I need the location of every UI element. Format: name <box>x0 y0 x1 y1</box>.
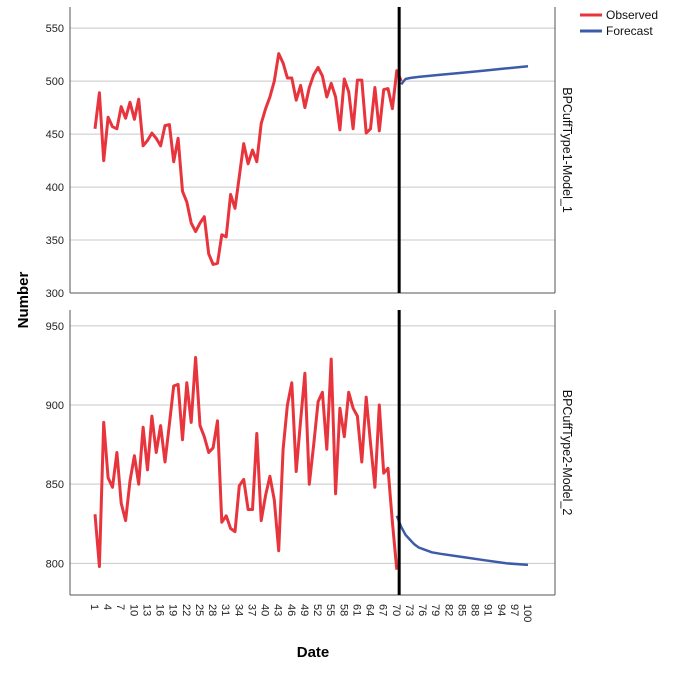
x-tick-label: 100 <box>521 604 533 622</box>
x-tick-label: 91 <box>482 604 494 616</box>
x-tick-label: 46 <box>285 604 297 616</box>
observed-series-line <box>93 356 399 570</box>
x-tick-label: 22 <box>180 604 192 616</box>
x-tick-label: 73 <box>403 604 415 616</box>
x-tick-label: 85 <box>455 604 467 616</box>
panel-bpcufftype2: 800 850 900 950 BPCuffType2-Model_2 <box>46 310 574 596</box>
x-tick-label: 7 <box>114 604 126 610</box>
x-tick-label: 67 <box>377 604 389 616</box>
legend-label: Forecast <box>606 24 653 38</box>
x-tick-label: 31 <box>219 604 231 616</box>
panel-bpcufftype1: 300 350 400 450 500 550 BPCuffType1-Model_1 <box>46 7 574 300</box>
forecast-series-line <box>400 65 529 86</box>
x-tick-label: 37 <box>246 604 258 616</box>
forecast-series-line <box>395 515 529 567</box>
x-tick-label: 19 <box>167 604 179 616</box>
x-tick-label: 70 <box>390 604 402 616</box>
x-tick-label: 61 <box>350 604 362 616</box>
observed-series-line <box>93 52 403 266</box>
x-tick-label: 94 <box>495 604 507 616</box>
x-axis: 1 4 7 10 13 16 19 22 25 28 31 34 37 40 43 46 49 52 55 58 61 6… <box>88 604 533 622</box>
y-tick-label: 800 <box>46 558 64 570</box>
panel-label: BPCuffType1-Model_1 <box>560 87 574 213</box>
y-axis-title: Number <box>15 272 32 329</box>
y-tick-label: 850 <box>46 479 64 491</box>
x-tick-label: 28 <box>206 604 218 616</box>
x-tick-label: 16 <box>154 604 166 616</box>
legend: Observed Forecast <box>580 8 658 38</box>
y-tick-label: 950 <box>46 321 64 333</box>
x-tick-label: 88 <box>469 604 481 616</box>
legend-label: Observed <box>606 8 658 22</box>
x-tick-label: 76 <box>416 604 428 616</box>
x-tick-label: 4 <box>101 604 113 610</box>
x-tick-label: 82 <box>442 604 454 616</box>
x-tick-label: 97 <box>508 604 520 616</box>
x-tick-label: 49 <box>298 604 310 616</box>
x-tick-label: 52 <box>311 604 323 616</box>
x-tick-label: 1 <box>88 604 100 610</box>
x-tick-label: 58 <box>337 604 349 616</box>
y-tick-label: 450 <box>46 129 64 141</box>
panel-label: BPCuffType2-Model_2 <box>560 390 574 516</box>
x-tick-label: 55 <box>324 604 336 616</box>
y-tick-label: 400 <box>46 182 64 194</box>
x-tick-label: 40 <box>259 604 271 616</box>
y-tick-label: 900 <box>46 400 64 412</box>
x-tick-label: 34 <box>232 604 244 616</box>
x-tick-label: 25 <box>193 604 205 616</box>
x-tick-label: 10 <box>127 604 139 616</box>
y-tick-label: 300 <box>46 288 64 300</box>
y-tick-label: 350 <box>46 235 64 247</box>
y-tick-label: 500 <box>46 76 64 88</box>
x-tick-label: 13 <box>141 604 153 616</box>
x-tick-label: 79 <box>429 604 441 616</box>
x-tick-label: 43 <box>272 604 284 616</box>
x-tick-label: 64 <box>364 604 376 616</box>
x-axis-title: Date <box>297 644 330 661</box>
y-tick-label: 550 <box>46 23 64 35</box>
